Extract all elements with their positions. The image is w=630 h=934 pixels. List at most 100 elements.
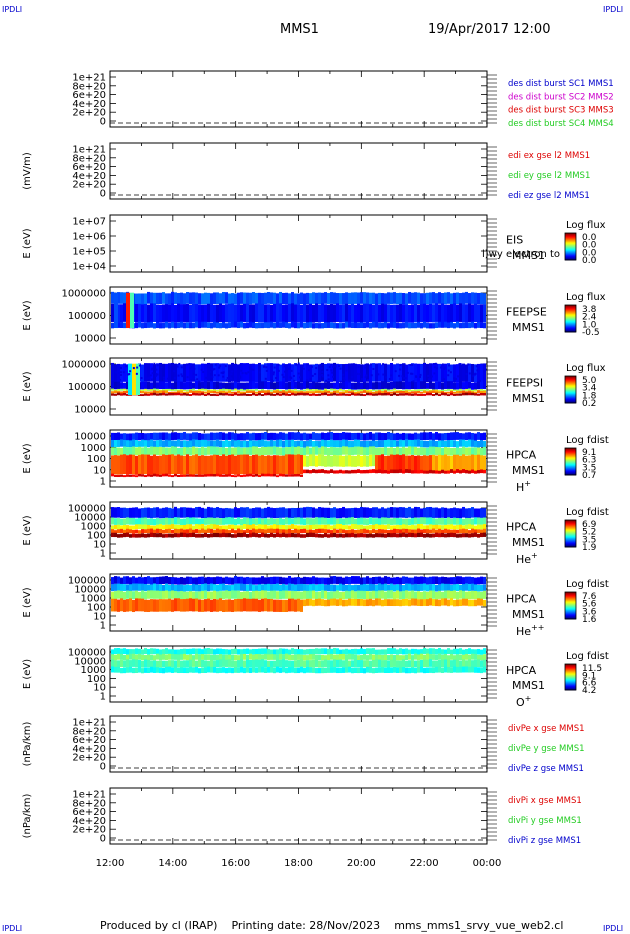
- footer-line: Produced by cl (IRAP) Printing date: 28/…: [100, 919, 563, 932]
- y-tick-label: 10000: [74, 513, 106, 524]
- colorbar-tick-label: 9.1: [582, 671, 596, 681]
- y-tick-label: 100000: [68, 576, 106, 587]
- y-tick-label: 100000: [68, 382, 106, 393]
- instrument-sc: MMS1: [512, 608, 545, 621]
- legend-entry: des dist burst SC2 MMS2: [508, 92, 614, 102]
- colorbar-hpca-o: Log fdist 11.59.16.64.2: [564, 651, 609, 696]
- legend: des dist burst SC1 MMS1 des dist burst SC…: [508, 79, 614, 129]
- spectrogram-hpca-he: [111, 506, 486, 538]
- y-tick-label: 4e+20: [72, 99, 106, 110]
- y-axis-label: E (eV): [22, 371, 33, 401]
- y-tick-label: 2e+20: [72, 108, 106, 119]
- legend: divPe x gse MMS1 divPe y gse MMS1 divPe z …: [508, 724, 585, 774]
- instrument-name: HPCA: [506, 593, 537, 606]
- instrument-label: FEEPSE MMS1: [506, 306, 547, 334]
- y-tick-label: 100000: [68, 648, 106, 659]
- colorbar-hpca-hepp: Log fdist 7.65.63.61.6: [564, 579, 609, 625]
- y-tick-label: 6e+20: [72, 90, 106, 101]
- instrument-sc: MMS1: [512, 392, 545, 405]
- y-tick-label: 10: [93, 612, 106, 623]
- colorbar-tick-label: 0.0: [582, 241, 597, 251]
- colorbar-tick-label: 11.5: [582, 664, 602, 674]
- y-tick-label: 10: [93, 683, 106, 694]
- colorbar-tick-label: 1.9: [582, 543, 597, 553]
- y-tick-label: 8e+20: [72, 81, 106, 92]
- y-tick-label: 1000: [81, 522, 106, 533]
- y-axis-label: (nPa/km): [22, 794, 33, 839]
- y-tick-label: 0: [100, 117, 106, 128]
- legend-entry: divPi z gse MMS1: [508, 836, 581, 846]
- y-tick-label: 1e+21: [72, 145, 106, 156]
- legend-entry: divPe x gse MMS1: [508, 724, 585, 734]
- panel-frame: [109, 214, 488, 273]
- legend-entry: edi ez gse l2 MMS1: [508, 191, 590, 201]
- colorbar-tick-label: 5.2: [582, 528, 596, 538]
- x-tick-label: 18:00: [284, 858, 313, 869]
- y-tick-label: 0: [100, 762, 106, 773]
- instrument-sc: MMS1: [512, 536, 545, 549]
- species-label: O+: [516, 694, 531, 709]
- y-tick-label: 2e+20: [72, 753, 106, 764]
- y-tick-label: 6e+20: [72, 807, 106, 818]
- y-tick-label: 1e+07: [72, 217, 106, 228]
- footer-corner-left: IPDLI: [2, 924, 23, 933]
- y-tick-label: 1e+05: [72, 247, 106, 258]
- colorbar-tick-label: -0.5: [582, 328, 600, 338]
- y-axis-label: E (eV): [22, 228, 33, 258]
- y-tick-label: 4e+20: [72, 171, 106, 182]
- colorbar-tick-label: 0.0: [582, 256, 597, 266]
- legend-entry: divPe z gse MMS1: [508, 764, 584, 774]
- colorbar-tick-label: 6.9: [582, 520, 597, 530]
- header-corner-right: IPDLI: [603, 5, 624, 14]
- x-tick-label: 20:00: [347, 858, 376, 869]
- panel-frame: [109, 715, 488, 773]
- legend-entry: des dist burst SC1 MMS1: [508, 79, 614, 89]
- y-tick-label: 8e+20: [72, 153, 106, 164]
- legend-entry: edi ey gse l2 MMS1: [508, 171, 590, 181]
- species-label: He++: [516, 623, 544, 638]
- spectrogram-feeps-e: [111, 291, 486, 329]
- legend: divPi x gse MMS1 divPi y gse MMS1 divPi z …: [508, 796, 582, 846]
- instrument-sc: MMS1: [512, 464, 545, 477]
- instrument-name: FEEPSE: [506, 306, 547, 319]
- y-tick-label: 8e+20: [72, 798, 106, 809]
- y-axis-label: E (eV): [22, 659, 33, 689]
- y-tick-label: 1e+21: [72, 73, 106, 84]
- spectrogram-hpca-o: [111, 647, 486, 674]
- panel-frame: [109, 70, 488, 128]
- colorbar-title: Log fdist: [566, 579, 609, 590]
- y-axis-label: E (eV): [22, 515, 33, 545]
- printing-date: Printing date: 28/Nov/2023: [231, 919, 381, 932]
- y-axis-label: (mV/m): [22, 152, 33, 190]
- y-axis-label: (nPa/km): [22, 722, 33, 767]
- colorbar-title: Log fdist: [566, 651, 609, 662]
- y-tick-label: 1000000: [61, 360, 106, 371]
- y-axis-label: E (eV): [22, 300, 33, 330]
- colorbar-tick-label: 0.0: [582, 233, 597, 243]
- instrument-sc: MMS1: [512, 679, 545, 692]
- y-tick-label: 100000: [68, 504, 106, 515]
- y-axis-label: E (eV): [22, 443, 33, 473]
- y-tick-label: 100000: [68, 311, 106, 322]
- colorbar-tick-label: 1.0: [582, 320, 597, 330]
- y-tick-label: 10: [93, 465, 106, 476]
- colorbar-tick-label: 4.2: [582, 686, 596, 696]
- instrument-label: HPCA MMS1 O+: [506, 664, 545, 709]
- y-tick-label: 100: [87, 454, 106, 465]
- overlay-text: l)wy electron to: [482, 249, 560, 260]
- y-tick-label: 1: [100, 477, 106, 488]
- y-tick-label: 10000: [74, 432, 106, 443]
- colorbar-tick-label: 1.6: [582, 615, 597, 625]
- y-tick-label: 0: [100, 189, 106, 200]
- y-tick-label: 2e+20: [72, 180, 106, 191]
- y-tick-label: 1e+04: [72, 262, 106, 273]
- y-tick-label: 2e+20: [72, 825, 106, 836]
- y-tick-label: 1e+21: [72, 790, 106, 801]
- instrument-name: HPCA: [506, 449, 537, 462]
- panel-frame: [109, 142, 488, 200]
